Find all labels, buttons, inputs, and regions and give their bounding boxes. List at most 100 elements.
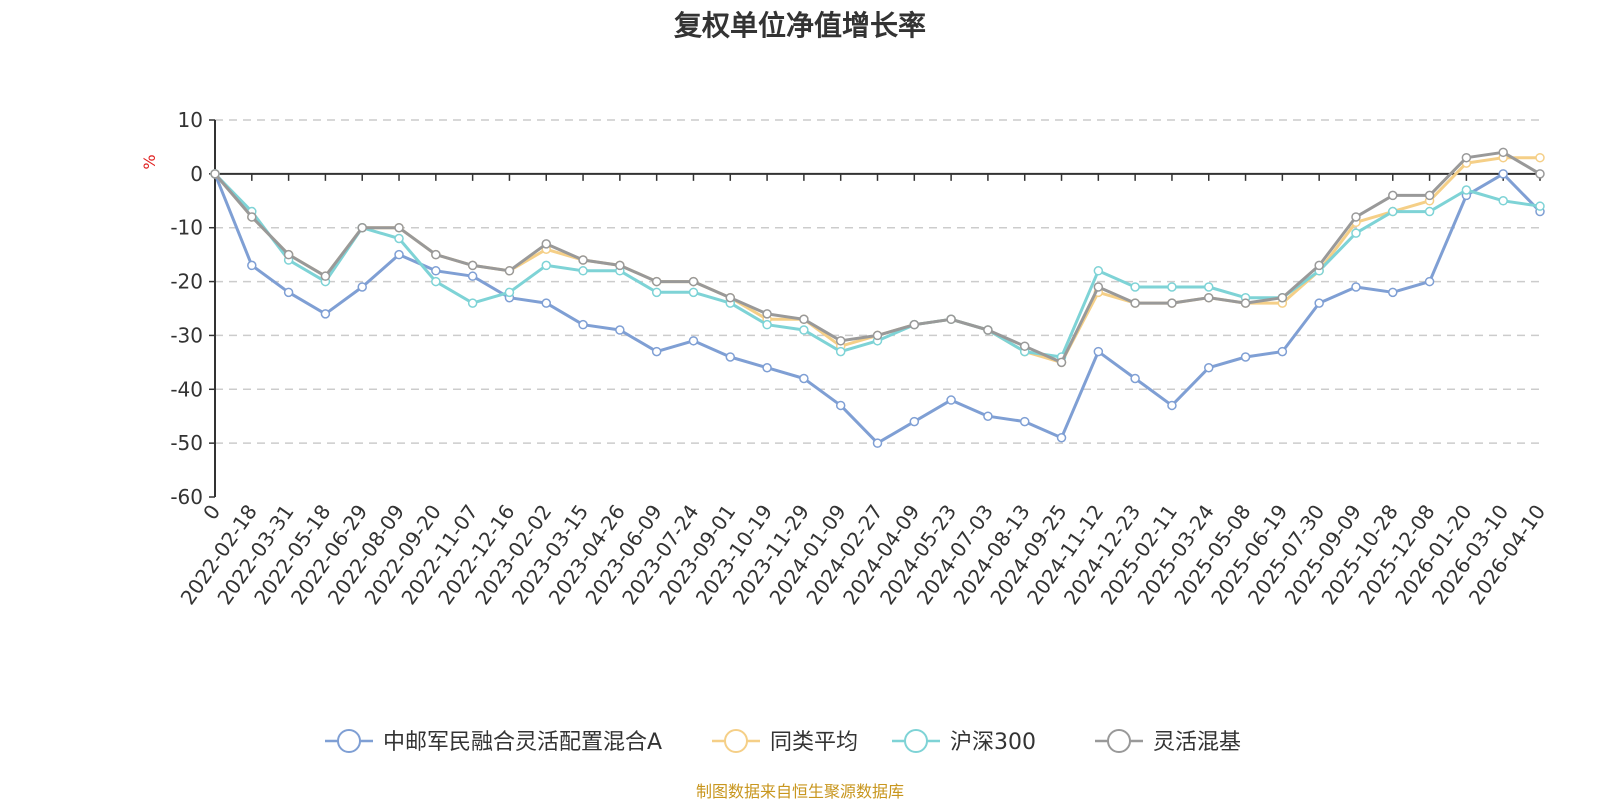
data-point[interactable] (1351, 228, 1361, 238)
data-point[interactable] (688, 276, 699, 287)
data-point[interactable] (1498, 196, 1508, 206)
data-point[interactable] (431, 266, 441, 276)
data-point[interactable] (762, 362, 772, 373)
data-point[interactable] (615, 260, 625, 271)
data-point[interactable] (762, 309, 772, 319)
data-point[interactable] (320, 271, 331, 281)
data-point[interactable] (357, 282, 367, 292)
data-point[interactable] (1461, 152, 1472, 163)
data-point[interactable] (1314, 298, 1324, 308)
data-point[interactable] (431, 249, 441, 260)
data-point[interactable] (725, 352, 736, 362)
data-point[interactable] (541, 260, 551, 271)
data-point[interactable] (835, 336, 846, 346)
data-point[interactable] (1167, 298, 1177, 308)
legend[interactable]: 中邮军民融合灵活配置混合A 同类平均 沪深300 灵活混基 (325, 729, 1241, 755)
data-point[interactable] (1535, 201, 1545, 211)
data-point[interactable] (394, 249, 404, 260)
data-point[interactable] (1277, 346, 1288, 357)
data-point[interactable] (394, 233, 404, 244)
series-line-2[interactable] (213, 172, 1541, 359)
data-point[interactable] (1240, 298, 1251, 308)
legend-item-2[interactable]: 沪深300 (892, 729, 1036, 755)
data-point[interactable] (1424, 276, 1435, 287)
data-point[interactable] (247, 212, 257, 222)
data-point[interactable] (615, 325, 625, 335)
data-point[interactable] (1130, 373, 1140, 384)
data-point[interactable] (1056, 357, 1067, 368)
data-point[interactable] (799, 373, 809, 384)
data-point[interactable] (835, 400, 846, 411)
data-point[interactable] (725, 292, 736, 303)
data-point[interactable] (1130, 298, 1140, 308)
data-point[interactable] (1167, 400, 1177, 411)
legend-item-3[interactable]: 灵活混基 (1095, 729, 1241, 755)
data-point[interactable] (394, 222, 404, 233)
data-point[interactable] (799, 314, 809, 325)
data-point[interactable] (541, 298, 551, 308)
data-point[interactable] (1204, 282, 1214, 292)
data-point[interactable] (762, 319, 772, 330)
data-point[interactable] (1167, 282, 1177, 292)
data-point[interactable] (688, 336, 699, 346)
data-point[interactable] (1535, 169, 1545, 179)
data-point[interactable] (1388, 206, 1398, 217)
data-point[interactable] (1019, 341, 1030, 351)
data-point[interactable] (799, 325, 809, 335)
data-point[interactable] (909, 319, 920, 330)
data-point[interactable] (946, 395, 956, 405)
data-point[interactable] (504, 266, 515, 276)
data-point[interactable] (835, 346, 846, 357)
data-point[interactable] (283, 249, 294, 260)
data-point[interactable] (1351, 282, 1361, 292)
data-point[interactable] (504, 287, 515, 298)
data-point[interactable] (1093, 346, 1104, 357)
data-point[interactable] (1424, 190, 1435, 201)
data-point[interactable] (872, 330, 883, 341)
data-point[interactable] (1535, 152, 1545, 163)
data-point[interactable] (1498, 147, 1508, 158)
legend-item-0[interactable]: 中邮军民融合灵活配置混合A (325, 729, 662, 755)
data-point[interactable] (1019, 416, 1030, 427)
data-point[interactable] (1093, 266, 1104, 276)
data-point[interactable] (651, 287, 662, 298)
data-point[interactable] (467, 271, 478, 281)
data-point[interactable] (357, 222, 367, 233)
data-point[interactable] (1351, 212, 1361, 222)
data-point[interactable] (578, 319, 588, 330)
data-point[interactable] (1388, 287, 1398, 298)
data-point[interactable] (1498, 169, 1508, 179)
data-point[interactable] (983, 325, 993, 335)
data-point[interactable] (1461, 185, 1472, 195)
legend-item-1[interactable]: 同类平均 (712, 729, 858, 755)
data-point[interactable] (946, 314, 956, 325)
data-point[interactable] (578, 266, 588, 276)
data-point[interactable] (578, 255, 588, 265)
data-point[interactable] (909, 416, 920, 427)
data-point[interactable] (1424, 206, 1435, 217)
data-point[interactable] (431, 276, 441, 287)
data-point[interactable] (1388, 190, 1398, 201)
data-point[interactable] (983, 411, 993, 421)
data-point[interactable] (247, 260, 257, 271)
series-line-0[interactable] (213, 172, 1542, 445)
data-point[interactable] (651, 346, 662, 357)
data-point[interactable] (320, 309, 331, 319)
data-point[interactable] (1204, 292, 1214, 303)
data-point[interactable] (1314, 260, 1324, 271)
data-point[interactable] (1240, 352, 1251, 362)
data-point[interactable] (1093, 282, 1104, 292)
data-point[interactable] (1056, 433, 1067, 443)
data-point[interactable] (1277, 292, 1288, 303)
x-tick-label: 0 (198, 500, 225, 524)
data-point[interactable] (467, 260, 478, 271)
data-point[interactable] (283, 287, 294, 298)
data-point[interactable] (541, 239, 551, 249)
data-point[interactable] (210, 169, 220, 179)
data-point[interactable] (1130, 282, 1140, 292)
data-point[interactable] (688, 287, 699, 298)
data-point[interactable] (651, 276, 662, 287)
data-point[interactable] (467, 298, 478, 308)
data-point[interactable] (872, 438, 883, 448)
data-point[interactable] (1204, 362, 1214, 373)
